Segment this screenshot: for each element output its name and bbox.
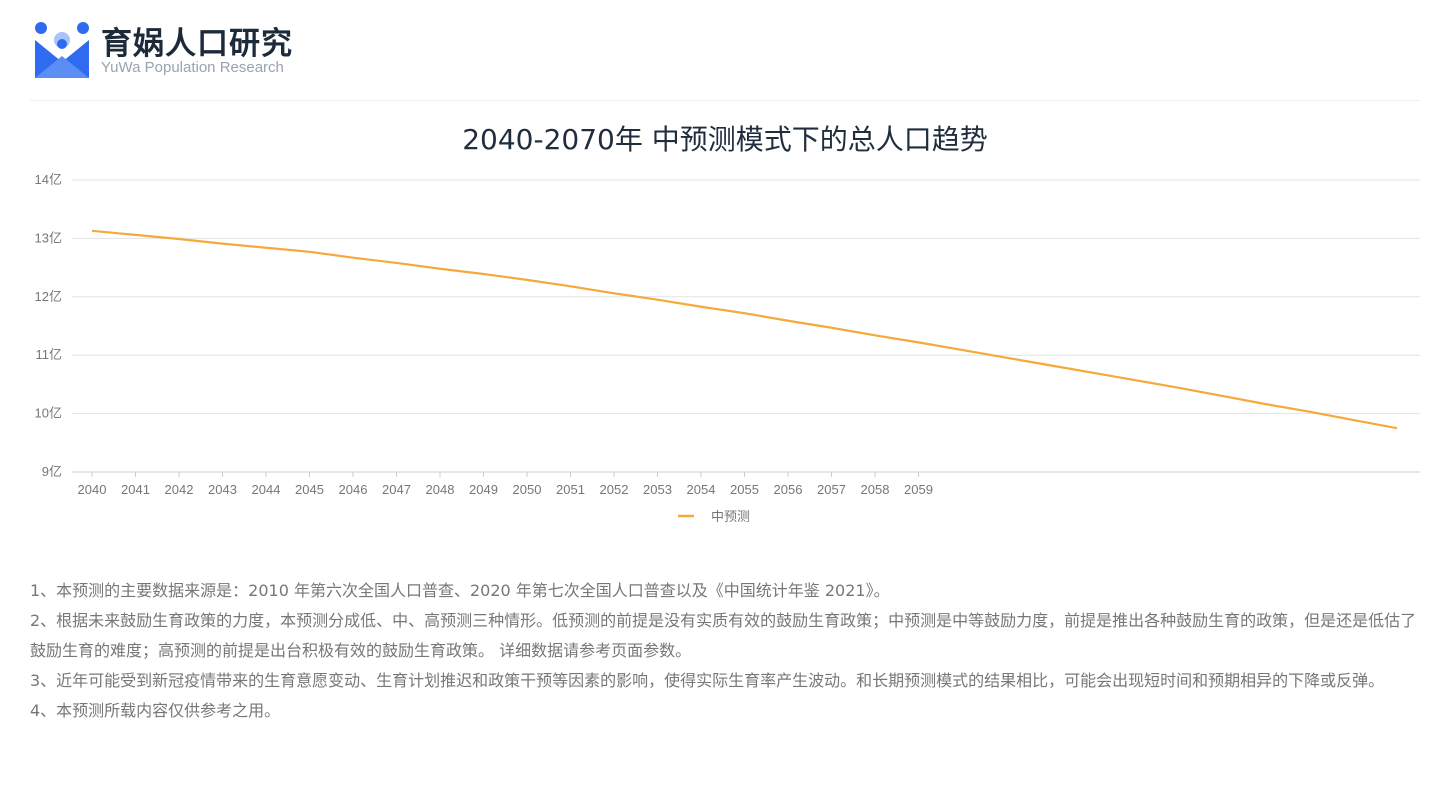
y-tick-label: 10亿 bbox=[35, 406, 62, 421]
y-tick-label: 9亿 bbox=[42, 464, 62, 479]
note-3: 3、近年可能受到新冠疫情带来的生育意愿变动、生育计划推迟和政策干预等因素的影响，… bbox=[30, 671, 1385, 690]
notes: 1、本预测的主要数据来源是：2010 年第六次全国人口普查、2020 年第七次全… bbox=[30, 576, 1425, 726]
x-tick-label: 2058 bbox=[861, 482, 890, 497]
x-tick-label: 2042 bbox=[165, 482, 194, 497]
yuwa-logo bbox=[35, 22, 89, 78]
x-tick-label: 2049 bbox=[469, 482, 498, 497]
note-2: 2、根据未来鼓励生育政策的力度，本预测分成低、中、高预测三种情形。低预测的前提是… bbox=[30, 611, 1417, 660]
x-tick-label: 2047 bbox=[382, 482, 411, 497]
x-tick-label: 2054 bbox=[687, 482, 716, 497]
x-tick-label: 2052 bbox=[600, 482, 629, 497]
x-tick-label: 2051 bbox=[556, 482, 585, 497]
y-tick-label: 12亿 bbox=[35, 289, 62, 304]
x-tick-label: 2048 bbox=[426, 482, 455, 497]
y-tick-label: 14亿 bbox=[35, 172, 62, 187]
divider bbox=[30, 100, 1420, 101]
x-tick-label: 2056 bbox=[774, 482, 803, 497]
chart-title: 2040-2070年 中预测模式下的总人口趋势 bbox=[462, 123, 988, 156]
y-tick-label: 11亿 bbox=[36, 347, 63, 362]
y-tick-label: 13亿 bbox=[35, 230, 62, 245]
x-tick-label: 2041 bbox=[121, 482, 150, 497]
brand-subtitle: YuWa Population Research bbox=[101, 59, 284, 76]
x-tick-label: 2040 bbox=[78, 482, 107, 497]
x-tick-label: 2053 bbox=[643, 482, 672, 497]
x-tick-label: 2043 bbox=[208, 482, 237, 497]
x-tick-label: 2059 bbox=[904, 482, 933, 497]
x-tick-label: 2057 bbox=[817, 482, 846, 497]
x-tick-label: 2045 bbox=[295, 482, 324, 497]
line-chart: 9亿 10亿 11亿 12亿 13亿 14亿 2040 2041 2042 2043 2044 204… bbox=[35, 172, 1420, 524]
x-tick-label: 2046 bbox=[339, 482, 368, 497]
legend-label: 中预测 bbox=[711, 509, 750, 524]
x-tick-label: 2044 bbox=[252, 482, 281, 497]
x-tick-label: 2050 bbox=[513, 482, 542, 497]
series-line-中预测 bbox=[91, 229, 1398, 430]
note-1: 1、本预测的主要数据来源是：2010 年第六次全国人口普查、2020 年第七次全… bbox=[30, 581, 890, 600]
brand-name: 育娲人口研究 bbox=[101, 26, 293, 62]
note-4: 4、本预测所载内容仅供参考之用。 bbox=[30, 701, 281, 720]
x-tick-label: 2055 bbox=[730, 482, 759, 497]
